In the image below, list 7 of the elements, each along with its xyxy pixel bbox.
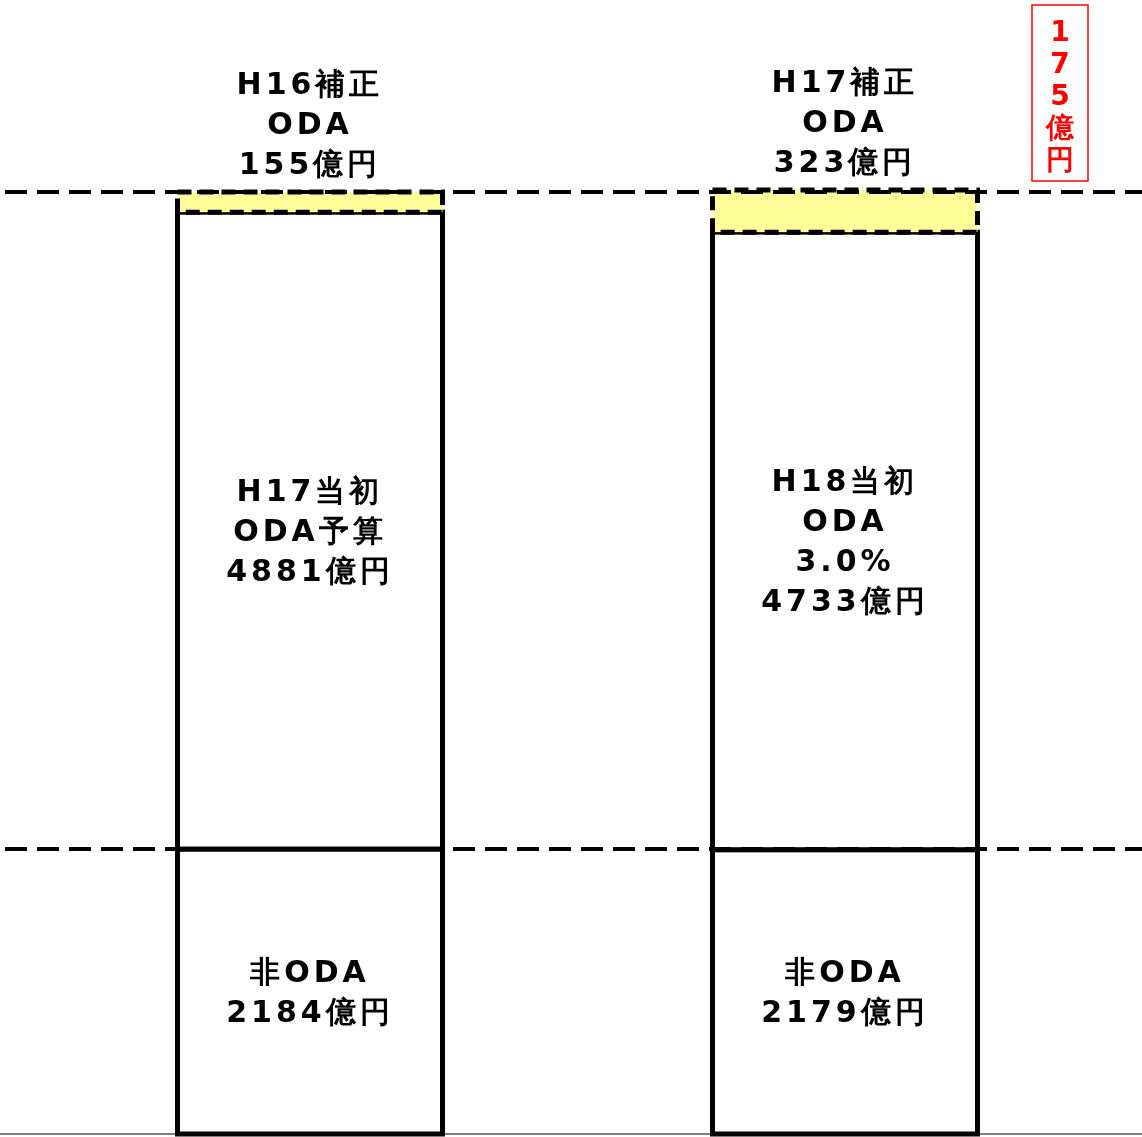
data-label: 非ODA 2184億円 — [226, 953, 394, 1029]
data-label: H17補正 ODA 323億円 — [771, 64, 919, 179]
data-label: H17当初 ODA予算 4881億円 — [226, 472, 394, 588]
annotation: 175億円 — [1031, 4, 1089, 182]
data-label: 非ODA 2179億円 — [761, 953, 929, 1029]
data-label: H18当初 ODA 3.0% 4733億円 — [761, 462, 929, 618]
data-label: H16補正 ODA 155億円 — [236, 65, 384, 181]
